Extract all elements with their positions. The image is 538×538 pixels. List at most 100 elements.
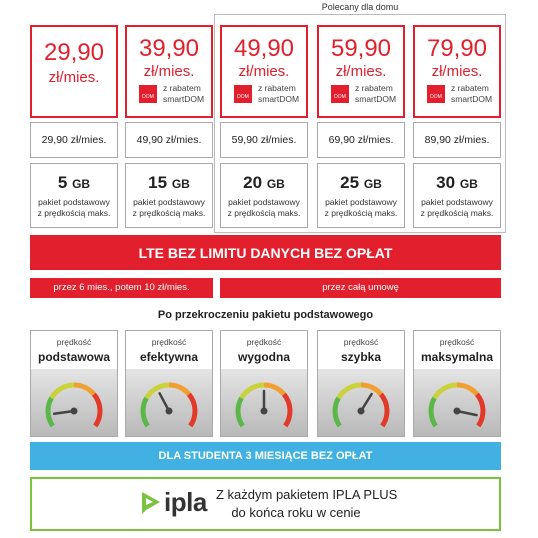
data-amount: 20 bbox=[243, 173, 263, 192]
gauge-area bbox=[414, 369, 500, 436]
price-box: 79,90 zł/mies. DOM z rabatem smartDOM bbox=[413, 25, 501, 118]
gauge-arc bbox=[456, 382, 479, 397]
price-unit: zł/mies. bbox=[431, 63, 483, 80]
regular-price: 69,90 zł/mies. bbox=[328, 134, 394, 146]
data-note: pakiet podstawowy bbox=[325, 197, 397, 207]
speed-label: prędkość bbox=[151, 337, 187, 347]
data-note: pakiet podstawowy bbox=[228, 197, 300, 207]
discount-icon: DOM bbox=[139, 85, 157, 103]
gauge-hub bbox=[165, 407, 173, 415]
price-box: 29,90 zł/mies. bbox=[30, 25, 118, 118]
discount-icon-label: DOM bbox=[142, 94, 154, 100]
regular-price-box: 59,90 zł/mies. bbox=[220, 122, 308, 158]
term-bar: przez całą umowę bbox=[220, 278, 501, 298]
term-text: przez 6 mies., potem 10 zł/mies. bbox=[53, 282, 190, 293]
student-banner: DLA STUDENTA 3 MIESIĄCE BEZ OPŁAT bbox=[30, 442, 501, 470]
speed-box: prędkość podstawowa bbox=[30, 330, 118, 437]
ipla-logo: ipla bbox=[164, 487, 207, 517]
speed-name: maksymalna bbox=[420, 350, 494, 364]
price: 79,90 bbox=[426, 35, 488, 62]
discount-text: smartDOM bbox=[355, 94, 397, 104]
gauge bbox=[235, 382, 293, 428]
price-box: 59,90 zł/mies. DOM z rabatem smartDOM bbox=[317, 25, 405, 118]
gauge-arc bbox=[239, 382, 265, 400]
price: 49,90 bbox=[233, 35, 295, 62]
gauge-arc bbox=[186, 392, 198, 428]
gauge bbox=[140, 382, 198, 428]
regular-price-box: 89,90 zł/mies. bbox=[413, 122, 501, 158]
gauge-hub bbox=[70, 407, 78, 415]
data-amount: 5 bbox=[57, 173, 68, 192]
gauge-arc bbox=[336, 382, 362, 400]
price-unit: zł/mies. bbox=[238, 63, 290, 80]
data-amount: 25 bbox=[340, 173, 360, 192]
ipla-box: ipla Z każdym pakietem IPLA PLUS do końca … bbox=[30, 477, 501, 531]
speed-box: prędkość wygodna bbox=[220, 330, 308, 437]
gauge-arc bbox=[73, 382, 96, 397]
gauge bbox=[45, 382, 103, 428]
data-note: z prędkością maks. bbox=[227, 208, 301, 218]
price-box: 39,90 zł/mies. DOM z rabatem smartDOM bbox=[125, 25, 213, 118]
data-amount-row: 5 GB bbox=[31, 173, 117, 193]
discount-icon: DOM bbox=[331, 85, 349, 103]
gauge-area bbox=[318, 369, 404, 436]
speed-box: prędkość efektywna bbox=[125, 330, 213, 437]
ipla-icon bbox=[142, 492, 160, 514]
discount-text: z rabatem bbox=[355, 83, 393, 93]
gauge-arc bbox=[263, 382, 286, 397]
gauge-arc bbox=[360, 382, 383, 397]
price: 39,90 bbox=[138, 35, 200, 62]
ipla-icon-inner bbox=[146, 498, 153, 505]
discount-icon: DOM bbox=[427, 85, 445, 103]
speed-label: prędkość bbox=[56, 337, 92, 347]
gauge-arc bbox=[45, 396, 55, 428]
gauge-arc bbox=[235, 396, 245, 428]
gauge-arc bbox=[49, 382, 75, 400]
price-box: 49,90 zł/mies. DOM z rabatem smartDOM bbox=[220, 25, 308, 118]
ipla-icon-shape bbox=[142, 492, 160, 514]
gauge-hub bbox=[260, 407, 268, 415]
term-bar: przez 6 mies., potem 10 zł/mies. bbox=[30, 278, 213, 298]
gauge bbox=[428, 382, 486, 428]
term-text: przez całą umowę bbox=[322, 282, 399, 293]
lte-banner: LTE BEZ LIMITU DANYCH BEZ OPŁAT bbox=[30, 235, 501, 270]
gauge-area bbox=[126, 369, 212, 436]
data-box: 5 GB pakiet podstawowy z prędkością maks. bbox=[30, 163, 118, 228]
speed-label: prędkość bbox=[246, 337, 282, 347]
speed-label: prędkość bbox=[343, 337, 379, 347]
ipla-text: do końca roku w cenie bbox=[231, 505, 361, 520]
data-amount-row: 20 GB bbox=[221, 173, 307, 193]
recommended-frame bbox=[214, 14, 506, 233]
data-unit: GB bbox=[363, 177, 382, 191]
data-amount-row: 15 GB bbox=[126, 173, 212, 193]
regular-price-box: 69,90 zł/mies. bbox=[317, 122, 405, 158]
data-box: 15 GB pakiet podstawowy z prędkością maks. bbox=[125, 163, 213, 228]
gauge-arc bbox=[140, 396, 150, 428]
discount-icon-label: DOM bbox=[430, 94, 442, 100]
discount-text: z rabatem bbox=[258, 83, 296, 93]
regular-price: 29,90 zł/mies. bbox=[41, 134, 107, 146]
gauge-arc bbox=[428, 396, 438, 428]
data-note: z prędkością maks. bbox=[420, 208, 494, 218]
discount-icon: DOM bbox=[234, 85, 252, 103]
discount-text: smartDOM bbox=[163, 94, 205, 104]
data-amount-row: 25 GB bbox=[318, 173, 404, 193]
data-unit: GB bbox=[171, 177, 190, 191]
speed-box: prędkość maksymalna bbox=[413, 330, 501, 437]
regular-price-box: 49,90 zł/mies. bbox=[125, 122, 213, 158]
data-amount: 15 bbox=[148, 173, 168, 192]
discount-text: z rabatem bbox=[451, 83, 489, 93]
price-unit: zł/mies. bbox=[335, 63, 387, 80]
data-note: pakiet podstawowy bbox=[38, 197, 110, 207]
discount-icon-label: DOM bbox=[334, 94, 346, 100]
data-box: 25 GB pakiet podstawowy z prędkością maks. bbox=[317, 163, 405, 228]
data-note: z prędkością maks. bbox=[132, 208, 206, 218]
gauge-arc bbox=[378, 392, 390, 428]
price: 59,90 bbox=[330, 35, 392, 62]
data-amount-row: 30 GB bbox=[414, 173, 500, 193]
gauge-arc bbox=[432, 382, 458, 400]
data-unit: GB bbox=[459, 177, 478, 191]
speed-box: prędkość szybka bbox=[317, 330, 405, 437]
price: 29,90 bbox=[43, 39, 105, 66]
